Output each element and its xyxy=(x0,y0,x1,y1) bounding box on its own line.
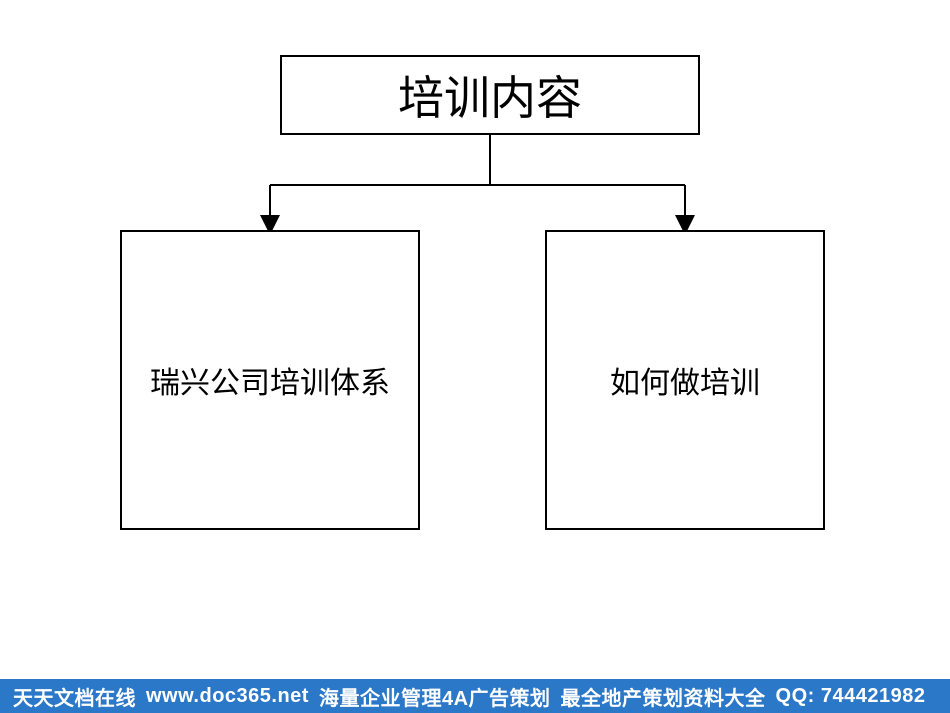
footer-text-4: QQ: 744421982 xyxy=(771,685,931,708)
footer-text-1: www.doc365.net xyxy=(141,685,314,708)
root-node: 培训内容 xyxy=(280,55,700,135)
child-node-left-label: 瑞兴公司培训体系 xyxy=(150,358,390,402)
footer-text-0: 天天文档在线 xyxy=(8,682,141,711)
footer-text-2: 海量企业管理4A广告策划 xyxy=(314,682,556,711)
root-node-label: 培训内容 xyxy=(398,62,582,128)
footer-text-3: 最全地产策划资料大全 xyxy=(556,682,771,711)
child-node-right-label: 如何做培训 xyxy=(610,358,760,402)
child-node-right: 如何做培训 xyxy=(545,230,825,530)
footer-bar: 天天文档在线 www.doc365.net 海量企业管理4A广告策划 最全地产策… xyxy=(0,679,950,713)
child-node-left: 瑞兴公司培训体系 xyxy=(120,230,420,530)
diagram-canvas: 培训内容 瑞兴公司培训体系 如何做培训 天天文档在线 www.doc365.ne… xyxy=(0,0,950,713)
